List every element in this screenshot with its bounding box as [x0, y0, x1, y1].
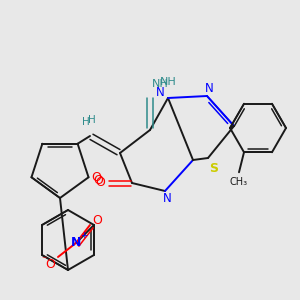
Text: N: N	[163, 193, 171, 206]
Text: O: O	[92, 214, 102, 226]
Text: NH: NH	[160, 77, 176, 87]
Text: N: N	[205, 82, 213, 94]
Text: H: H	[82, 117, 90, 127]
Text: CH₃: CH₃	[230, 177, 248, 187]
Text: +: +	[80, 230, 88, 239]
Text: O: O	[92, 171, 101, 184]
Text: O: O	[95, 176, 105, 190]
Text: O: O	[93, 175, 103, 188]
Text: N: N	[71, 236, 81, 250]
Text: NH: NH	[152, 79, 168, 89]
Text: N: N	[156, 85, 164, 98]
Text: O: O	[45, 259, 55, 272]
Text: S: S	[209, 161, 218, 175]
Text: H: H	[88, 115, 96, 125]
Text: ⁻: ⁻	[41, 255, 46, 265]
